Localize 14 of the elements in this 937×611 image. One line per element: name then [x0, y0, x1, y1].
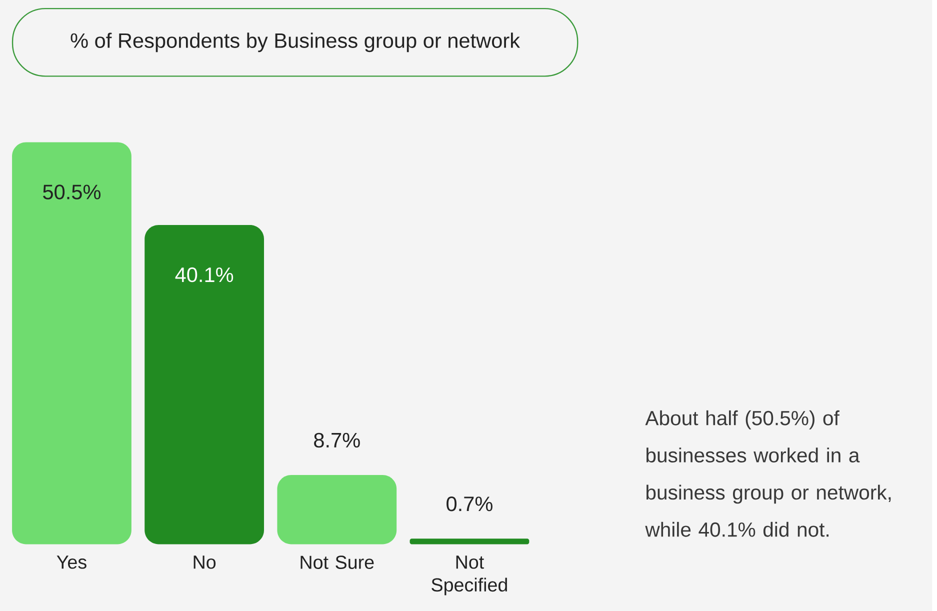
- bar: [144, 225, 264, 544]
- x-tick-label: Yes: [56, 556, 86, 569]
- data-label: 50.5%: [43, 184, 100, 200]
- x-tick-label: Not Specified: [432, 556, 507, 596]
- data-label: 0.7%: [446, 496, 492, 512]
- bar: [277, 475, 397, 544]
- chart-title: % of Respondents by Business group or network: [70, 32, 520, 52]
- data-label: 8.7%: [314, 432, 360, 448]
- bar: [410, 538, 530, 544]
- text: About half (50.5%) of businesses worked in a business group or network, while 40.1% did not.: [645, 410, 891, 537]
- x-tick-label: Not Sure: [300, 556, 374, 570]
- data-label: 40.1%: [175, 267, 234, 282]
- bar: [12, 142, 132, 544]
- x-tick-label: No: [194, 556, 216, 569]
